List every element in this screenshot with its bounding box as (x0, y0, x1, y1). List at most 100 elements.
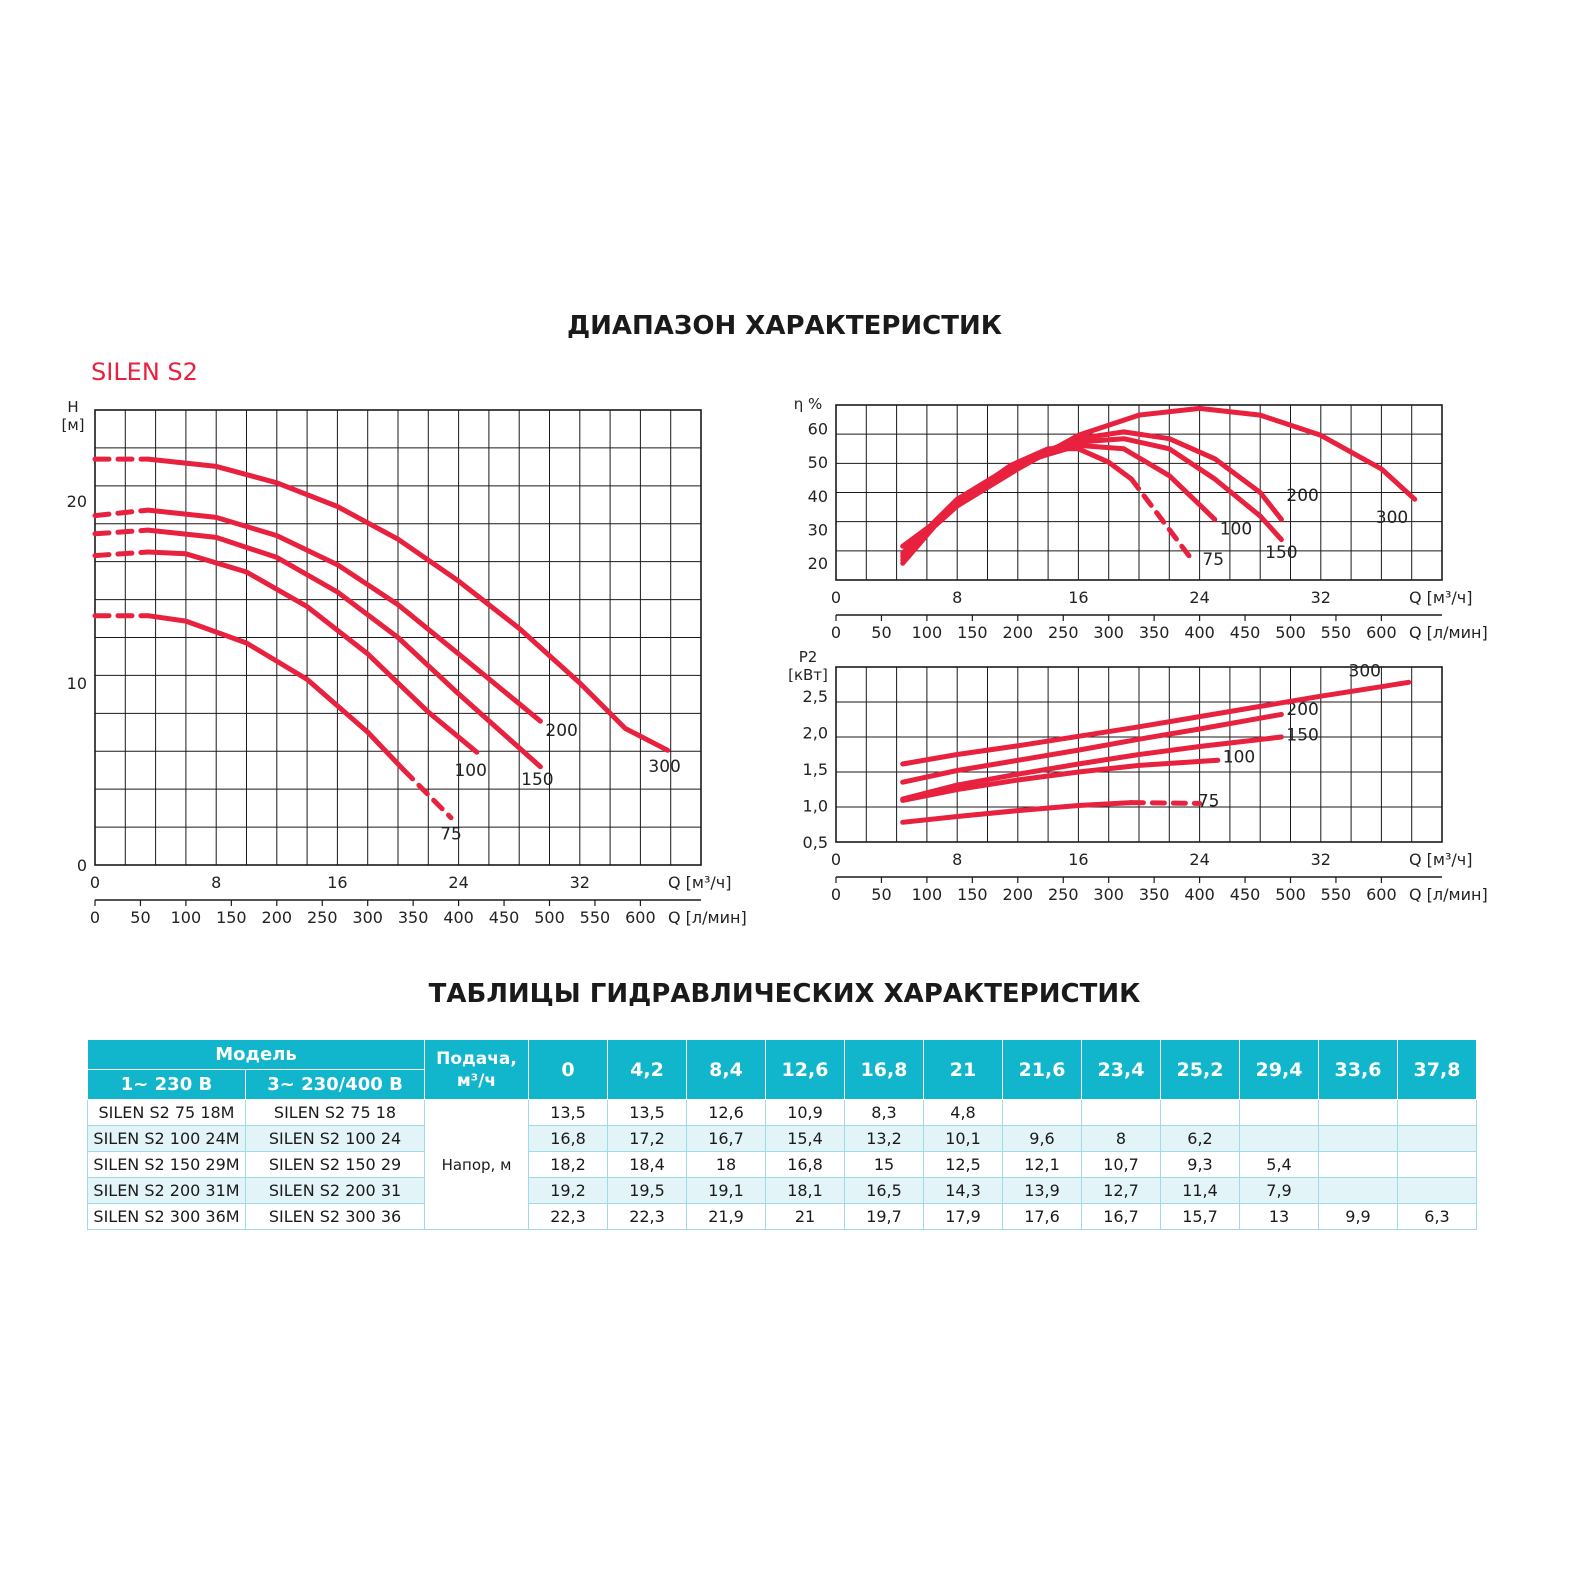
value-cell: 8 (1081, 1125, 1161, 1152)
value-cell: 15,4 (765, 1125, 845, 1152)
table-row: SILEN S2 100 24M SILEN S2 100 24 16,8 17,2 1… (87, 1125, 1477, 1152)
value-cell: 16,5 (844, 1177, 924, 1204)
table-title: ТАБЛИЦЫ ГИДРАВЛИЧЕСКИХ ХАРАКТЕРИСТИК (428, 979, 1141, 1009)
secondary-tick-label: 500 (1275, 885, 1306, 904)
y-tick-label: 0 (77, 856, 87, 875)
flow-col-10: 33,6 (1318, 1039, 1398, 1100)
value-cell: 11,4 (1160, 1177, 1240, 1204)
value-cell: 13,5 (607, 1099, 687, 1126)
value-cell: 17,6 (1002, 1203, 1082, 1230)
model-3ph-cell: SILEN S2 300 36 (245, 1203, 425, 1230)
value-cell (1397, 1125, 1477, 1152)
x-tick-label: 16 (327, 873, 347, 892)
value-cell: 12,6 (686, 1099, 766, 1126)
y-axis-label: P2 (799, 648, 818, 666)
page-title: ДИАПАЗОН ХАРАКТЕРИСТИК (566, 311, 1003, 341)
secondary-tick-label: 200 (1003, 885, 1034, 904)
secondary-tick-label: 200 (1003, 623, 1034, 642)
secondary-tick-label: 350 (1139, 885, 1170, 904)
curve-300 (900, 679, 1412, 767)
value-cell: 16,7 (1081, 1203, 1161, 1230)
x-axis-label: Q [м³/ч] (1409, 850, 1473, 869)
value-cell (1318, 1125, 1398, 1152)
y-tick-label: 0,5 (803, 833, 828, 852)
y-tick-label: 1,5 (803, 760, 828, 779)
y-tick-label: 30 (808, 521, 828, 540)
value-cell: 18,1 (765, 1177, 845, 1204)
value-cell (1397, 1099, 1477, 1126)
curve-75-dashed-end (1128, 800, 1203, 806)
brand-label: SILEN S2 (91, 358, 198, 386)
flow-col-4: 16,8 (844, 1039, 924, 1100)
flow-header: Подача, м³/ч (424, 1039, 529, 1100)
secondary-tick-label: 50 (871, 623, 891, 642)
y-axis-label: H (67, 398, 78, 416)
secondary-axis-label: Q [л/мин] (1409, 623, 1488, 642)
curve-200-dashed-start (92, 507, 151, 519)
curve-label-150: 150 (1286, 726, 1318, 746)
x-tick-label: 32 (1311, 588, 1331, 607)
secondary-tick-label: 50 (130, 908, 150, 927)
curve-label-150: 150 (1265, 543, 1297, 563)
secondary-tick-label: 300 (1093, 623, 1124, 642)
curve-label-75: 75 (440, 825, 462, 845)
flow-header-line1: Подача, (436, 1048, 517, 1069)
model-3ph-cell: SILEN S2 200 31 (245, 1177, 425, 1204)
x-tick-label: 0 (831, 850, 841, 869)
value-cell: 10,9 (765, 1099, 845, 1126)
curve-300 (145, 456, 671, 753)
x-tick-label: 24 (1189, 588, 1209, 607)
secondary-tick-label: 250 (1048, 623, 1079, 642)
value-cell: 9,6 (1002, 1125, 1082, 1152)
table-row: SILEN S2 200 31M SILEN S2 200 31 19,2 19,5 1… (87, 1177, 1477, 1204)
flow-col-9: 29,4 (1239, 1039, 1319, 1100)
flow-col-5: 21 (923, 1039, 1003, 1100)
value-cell: 15 (844, 1151, 924, 1178)
three-phase-header: 3~ 230/400 В (245, 1069, 425, 1100)
value-cell: 9,9 (1318, 1203, 1398, 1230)
secondary-tick-label: 350 (1139, 623, 1170, 642)
x-tick-label: 8 (952, 588, 962, 607)
table-row: SILEN S2 300 36M SILEN S2 300 36 22,3 22,3 2… (87, 1203, 1477, 1230)
secondary-tick-label: 150 (216, 908, 247, 927)
secondary-tick-label: 0 (831, 885, 841, 904)
x-tick-label: 0 (90, 873, 100, 892)
y-tick-label: 2,5 (803, 687, 828, 706)
secondary-tick-label: 500 (1275, 623, 1306, 642)
model-1ph-cell: SILEN S2 150 29M (87, 1151, 246, 1178)
value-cell: 22,3 (607, 1203, 687, 1230)
value-cell: 17,9 (923, 1203, 1003, 1230)
curve-label-200: 200 (1286, 700, 1318, 720)
value-cell: 16,7 (686, 1125, 766, 1152)
y-tick-label: 50 (808, 453, 828, 472)
x-tick-label: 32 (1311, 850, 1331, 869)
y-tick-label: 60 (808, 420, 828, 439)
secondary-tick-label: 550 (1321, 885, 1352, 904)
curve-150-dashed-start (92, 527, 151, 537)
value-cell: 15,7 (1160, 1203, 1240, 1230)
y-tick-label: 2,0 (803, 724, 828, 743)
secondary-tick-label: 150 (957, 885, 988, 904)
x-tick-label: 16 (1068, 850, 1088, 869)
curve-100 (900, 757, 1221, 803)
value-cell: 9,3 (1160, 1151, 1240, 1178)
secondary-tick-label: 0 (831, 623, 841, 642)
y-tick-label: 10 (67, 674, 87, 693)
value-cell (1397, 1177, 1477, 1204)
secondary-tick-label: 400 (443, 908, 474, 927)
y-tick-label: 1,0 (803, 797, 828, 816)
flow-col-11: 37,8 (1397, 1039, 1477, 1100)
value-cell: 6,3 (1397, 1203, 1477, 1230)
model-3ph-cell: SILEN S2 100 24 (245, 1125, 425, 1152)
value-cell: 13 (1239, 1203, 1319, 1230)
value-cell (1081, 1099, 1161, 1126)
value-cell: 13,5 (528, 1099, 608, 1126)
value-cell: 14,3 (923, 1177, 1003, 1204)
value-cell: 12,1 (1002, 1151, 1082, 1178)
model-1ph-cell: SILEN S2 300 36M (87, 1203, 246, 1230)
value-cell: 19,1 (686, 1177, 766, 1204)
value-cell: 7,9 (1239, 1177, 1319, 1204)
value-cell (1318, 1099, 1398, 1126)
